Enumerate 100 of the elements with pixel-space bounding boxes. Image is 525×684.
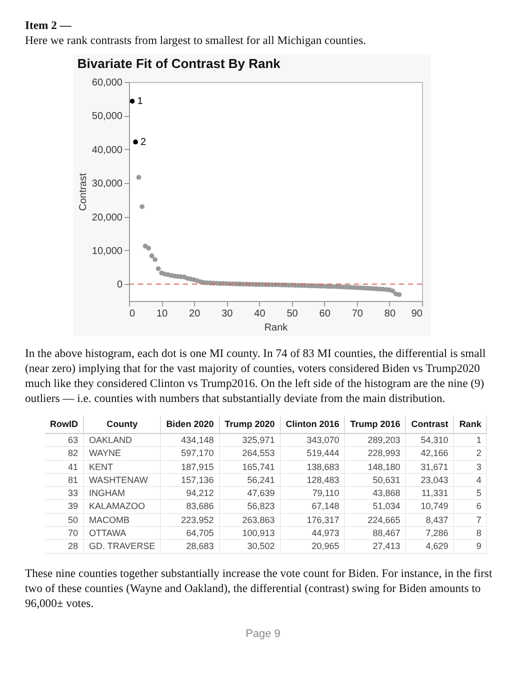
y-tick-label: 40,000: [92, 144, 123, 156]
y-tick-label: 20,000: [92, 212, 123, 224]
text: Page 9: [244, 626, 282, 642]
text: 187,915: [181, 462, 214, 472]
x-tick-label: 90: [411, 308, 423, 320]
text: 70: [68, 528, 78, 538]
x-tick-label: 50: [286, 308, 298, 320]
text: 519,444: [306, 448, 340, 458]
x-tick-label: 80: [384, 308, 396, 320]
text: MACOMB: [89, 514, 130, 525]
y-tick-label: 60,000: [92, 78, 123, 88]
text: INGHAM: [89, 488, 125, 498]
text: 228,993: [368, 448, 400, 458]
text: GD. TRAVERSE: [89, 541, 156, 552]
text: 4: [476, 474, 482, 485]
text: 10,749: [420, 501, 448, 512]
text: 8: [476, 528, 482, 538]
text: 7,286: [426, 528, 448, 538]
text: 5: [476, 488, 482, 498]
text: OAKLAND: [89, 435, 132, 445]
x-tick-label: 10: [156, 308, 168, 320]
text: 223,952: [181, 514, 214, 525]
text: 176,317: [306, 514, 340, 525]
text: 263,863: [242, 514, 275, 525]
category-label: Biden 2020: [160, 416, 220, 434]
text: 28,683: [186, 541, 214, 552]
category-label: Contrast: [406, 416, 454, 434]
text: 597,170: [181, 448, 214, 458]
text: 8,437: [426, 514, 448, 525]
text: 343,070: [306, 435, 340, 445]
text: 165,741: [242, 462, 275, 472]
text: 224,665: [368, 514, 400, 525]
x-tick-label: 30: [222, 308, 234, 320]
y-tick-label: 50,000: [92, 111, 123, 122]
text: 157,136: [181, 474, 214, 485]
category-label: Rank: [454, 416, 487, 434]
text: 6: [476, 501, 482, 512]
text: 289,203: [368, 435, 400, 445]
text: Item 2 —: [25, 18, 72, 33]
text: 2: [476, 448, 482, 458]
x-tick-label: 40: [254, 308, 266, 320]
y-tick-label: 10,000: [92, 246, 123, 257]
text: OTTAWA: [89, 528, 126, 538]
text: WAYNE: [89, 448, 122, 458]
annotation: 1: [137, 96, 144, 108]
text: KENT: [89, 462, 114, 472]
text: KALAMAZOO: [89, 501, 146, 512]
category-label: Trump 2016: [344, 416, 406, 434]
x-axis-title: Rank: [264, 322, 289, 334]
text: 82: [68, 448, 78, 458]
text: 88,467: [372, 528, 400, 538]
text: 30,502: [247, 541, 275, 552]
text: 27,413: [372, 541, 400, 552]
text: 56,823: [247, 501, 275, 512]
text: 7: [476, 514, 482, 525]
x-tick-label: 20: [189, 308, 201, 320]
text: 94,212: [186, 488, 214, 498]
text: 79,110: [312, 488, 340, 498]
text: 51,034: [372, 501, 400, 512]
x-tick-label: 0: [130, 308, 136, 320]
text: 9: [476, 541, 482, 552]
text: 31,671: [420, 462, 448, 472]
text: 33: [68, 488, 78, 498]
text: 3: [476, 462, 482, 472]
text: 44,973: [312, 528, 340, 538]
category-label: Trump 2020: [219, 416, 280, 434]
text: WASHTENAW: [89, 474, 148, 485]
text: 41: [68, 462, 78, 472]
text: 325,971: [242, 435, 275, 445]
text: 43,868: [372, 488, 400, 498]
category-label: RowID: [45, 416, 84, 434]
text: 128,483: [306, 474, 340, 485]
text: 100,913: [242, 528, 275, 538]
text: 11,331: [421, 488, 448, 498]
text: In the above histogram, each dot is one MI county. In 74 of 83 MI counties, the differential is small (near zero) implying that for the vast majority of counties, voters considered Biden vs Trump2020 much like they considered Clinton vs Trump2016. On the left side of the histogram are the nine (9) outliers — i.e. counties with numbers that substantially deviate from the main distribution.: [25, 346, 487, 406]
text: 50: [68, 514, 78, 525]
text: 67,148: [312, 501, 340, 512]
text: 138,683: [306, 462, 340, 472]
text: 81: [68, 474, 78, 485]
x-tick-label: 70: [352, 308, 364, 320]
text: 47,639: [247, 488, 275, 498]
y-tick-label: 0: [116, 280, 123, 291]
text: 148,180: [368, 462, 400, 472]
text: 28: [68, 541, 78, 552]
text: 20,965: [312, 541, 340, 552]
text: 42,166: [420, 448, 448, 458]
text: 1: [476, 435, 482, 445]
text: 64,705: [186, 528, 214, 538]
text: 83,686: [186, 501, 214, 512]
y-axis-title: Contrast: [78, 172, 89, 211]
text: 54,310: [420, 435, 448, 445]
y-tick-label: 30,000: [92, 178, 123, 190]
category-label: Clinton 2016: [280, 416, 345, 434]
text: Here we rank contrasts from largest to smallest for all Michigan counties.: [25, 33, 368, 48]
text: 39: [68, 501, 78, 512]
x-tick-label: 60: [319, 308, 331, 320]
category-label: County: [84, 416, 161, 434]
annotation: 2: [140, 136, 147, 148]
chart-title: Bivariate Fit of Contrast By Rank: [77, 56, 282, 71]
text: 4,629: [426, 541, 448, 552]
